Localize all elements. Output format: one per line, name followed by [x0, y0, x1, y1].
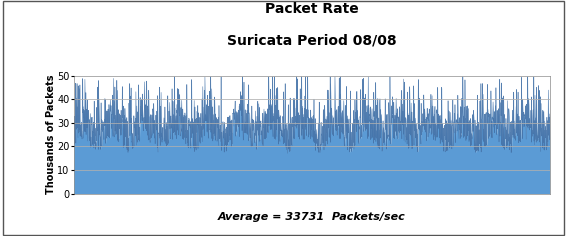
Text: Packet Rate: Packet Rate [265, 2, 359, 16]
Y-axis label: Thousands of Packets: Thousands of Packets [46, 75, 56, 194]
Text: Suricata Period 08/08: Suricata Period 08/08 [227, 33, 397, 47]
Text: Average = 33731  Packets/sec: Average = 33731 Packets/sec [218, 212, 406, 222]
